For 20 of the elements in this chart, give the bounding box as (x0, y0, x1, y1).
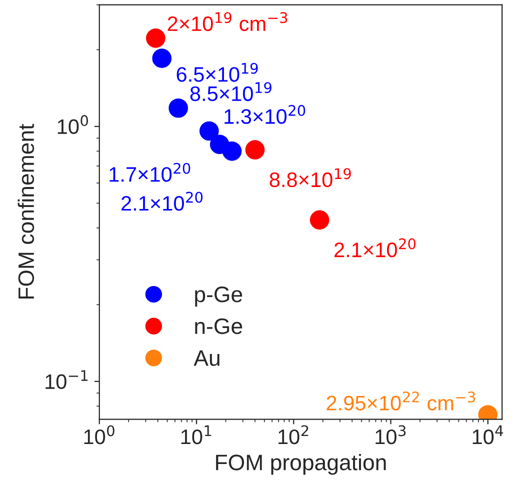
annotation: 8.8×10$^{19}$ (270, 168, 351, 188)
y-axis-title: FOM confinement (18, 124, 34, 299)
annotation: 2.1×10$^{20}$ (122, 192, 203, 211)
x-tick-label: 10$^{2}$ (278, 425, 308, 444)
annotation: 1.3×10$^{20}$ (224, 104, 306, 124)
annotation: 8.5×10$^{19}$ (190, 82, 272, 102)
x-tick-label: 10$^{0}$ (84, 425, 114, 444)
annotation: 2.1×10$^{20}$ (334, 238, 416, 258)
annotation: 2.95×10$^{22}$ cm$^{−3}$ (326, 391, 476, 410)
x-axis-title: FOM propagation (216, 454, 386, 475)
legend-label: Au (194, 350, 220, 366)
x-tick-label: 10$^{3}$ (376, 425, 406, 444)
x-tick-label: 10$^{4}$ (472, 425, 504, 444)
y-tick-label: 10$^{−1}$ (46, 370, 88, 390)
legend-label: p-Ge (195, 286, 242, 307)
legend-label: n-Ge (195, 318, 242, 334)
annotation: 1.7×10$^{20}$ (110, 162, 190, 182)
x-tick-label: 10$^{1}$ (181, 425, 212, 444)
annotation: 2×10$^{19}$ cm$^{−3}$ (168, 12, 288, 32)
annotation: 6.5×10$^{19}$ (176, 62, 258, 82)
